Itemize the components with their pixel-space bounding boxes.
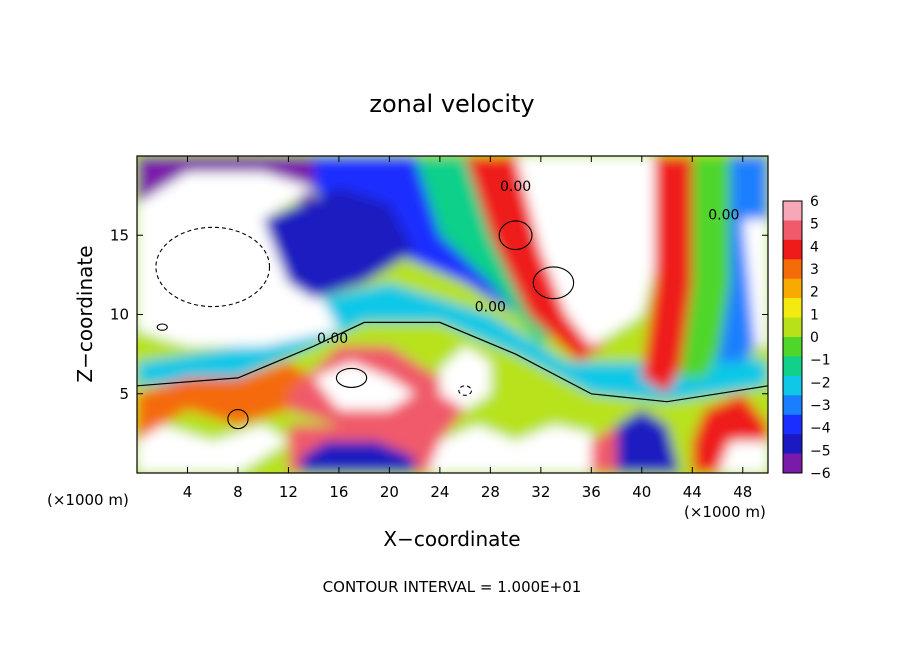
- x-tick-label: 8: [233, 483, 243, 501]
- x-unit-left: (×1000 m): [47, 491, 129, 509]
- colorbar-tick-label: 5: [810, 217, 819, 233]
- x-axis-label: X−coordinate: [383, 527, 520, 551]
- field-region-12: [263, 187, 415, 299]
- contour-loop-6: [227, 409, 249, 430]
- colorbar-tick-label: 2: [810, 285, 819, 301]
- contour-label: 0.00: [475, 299, 506, 315]
- x-tick-label: 44: [683, 483, 702, 501]
- x-tick-label: 16: [329, 483, 348, 501]
- field-region-5: [515, 156, 667, 347]
- colorbar-swatch: [783, 220, 802, 241]
- x-tick-label: 4: [183, 483, 193, 501]
- colorbar-swatch: [783, 434, 802, 455]
- field-region-23: [616, 409, 680, 473]
- colorbar-swatch: [783, 298, 802, 319]
- contour-loop-4: [155, 226, 271, 308]
- y-tick-label: 10: [110, 306, 129, 324]
- contour-loop-3: [458, 385, 472, 396]
- colorbar-tick-label: −4: [810, 421, 831, 437]
- field-region-14: [137, 425, 289, 473]
- field-region-25: [717, 441, 768, 473]
- contour-interval-note: CONTOUR INTERVAL = 1.000E+01: [323, 578, 582, 596]
- contour-loop-1: [532, 266, 575, 300]
- x-axis: 4 8 12 16 20 24 28 32 36 40 44 48: [183, 156, 752, 501]
- x-tick-label: 48: [733, 483, 752, 501]
- y-axis-label: Z−coordinate: [73, 245, 97, 382]
- field-region-18: [313, 362, 415, 410]
- colorbar-swatch: [783, 239, 802, 260]
- colorbar-swatch: [783, 414, 802, 435]
- colorbar-frame: [782, 200, 803, 474]
- x-tick-label: 32: [531, 483, 550, 501]
- x-unit-right: (×1000 m): [684, 503, 766, 521]
- velocity-field: [137, 156, 768, 473]
- contour-loop-5: [156, 323, 168, 331]
- field-region-20: [439, 346, 491, 410]
- colorbar-tick-label: 1: [810, 307, 819, 323]
- contour-lines: 0.00 0.00 0.00 0.00: [137, 179, 768, 430]
- colorbar-swatch: [783, 395, 802, 416]
- x-tick-label: 28: [481, 483, 500, 501]
- colorbar-swatch: [783, 278, 802, 299]
- colorbar-swatch: [783, 356, 802, 377]
- x-tick-label: 12: [279, 483, 298, 501]
- x-tick-label: 24: [430, 483, 449, 501]
- field-region-19: [427, 425, 516, 473]
- field-region-9: [742, 219, 768, 347]
- contour-label: 0.00: [708, 207, 739, 223]
- colorbar: 6 5 4 3 2 1 0 −1 −2 −3 −4 −5 −6: [782, 194, 831, 482]
- colorbar-swatch: [783, 337, 802, 357]
- contour-loop-2: [335, 367, 368, 388]
- y-axis: 5 10 15: [110, 226, 768, 403]
- field-region-21: [515, 425, 592, 473]
- x-tick-label: 36: [582, 483, 601, 501]
- y-tick-label: 5: [119, 385, 129, 403]
- x-tick-label: 40: [632, 483, 651, 501]
- colorbar-tick-label: −5: [810, 443, 831, 459]
- y-tick-label: 15: [110, 226, 129, 244]
- colorbar-swatch: [783, 375, 802, 396]
- field-region-16: [301, 441, 415, 473]
- colorbar-tick-label: 3: [810, 262, 819, 278]
- colorbar-swatch: [783, 317, 802, 338]
- x-tick-label: 20: [380, 483, 399, 501]
- colorbar-tick-label: −3: [810, 398, 831, 414]
- colorbar-swatch: [783, 201, 802, 221]
- colorbar-swatch: [783, 259, 802, 280]
- chart-title: zonal velocity: [369, 90, 534, 118]
- contour-label: 0.00: [500, 179, 531, 195]
- colorbar-tick-label: 4: [810, 239, 819, 255]
- colorbar-tick-label: −2: [810, 375, 831, 391]
- colorbar-tick-label: −6: [810, 466, 831, 482]
- colorbar-swatch: [783, 453, 802, 474]
- colorbar-tick-label: 6: [810, 194, 819, 210]
- contour-loop-0: [498, 220, 533, 251]
- colorbar-tick-label: −1: [810, 353, 831, 369]
- colorbar-tick-label: 0: [810, 330, 819, 346]
- contour-label: 0.00: [317, 331, 348, 347]
- zero-contour: [137, 321, 768, 403]
